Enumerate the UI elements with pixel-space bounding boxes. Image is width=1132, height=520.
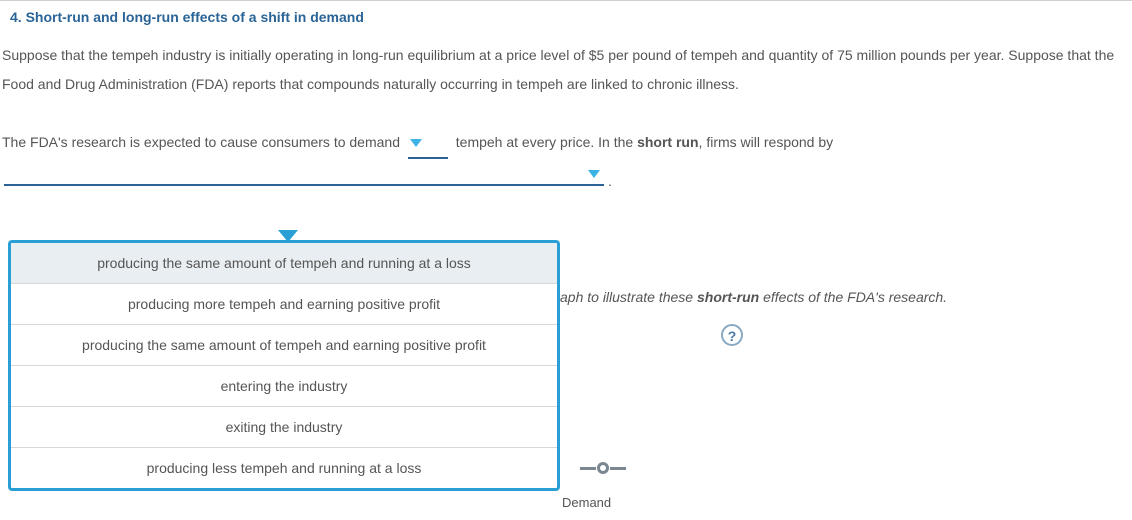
dropdown-option-0[interactable]: producing the same amount of tempeh and … bbox=[11, 243, 557, 284]
dropdown-menu[interactable]: producing the same amount of tempeh and … bbox=[8, 240, 560, 491]
instruction-text: aph to illustrate these short-run effect… bbox=[560, 289, 947, 305]
dropdown-option-5[interactable]: producing less tempeh and running at a l… bbox=[11, 448, 557, 488]
blank-2[interactable] bbox=[4, 168, 604, 186]
p2-bold: short run bbox=[637, 134, 698, 150]
sentence-period: . bbox=[608, 173, 612, 189]
dropdown-arrow-icon bbox=[278, 230, 298, 242]
legend-label-demand: Demand bbox=[562, 495, 611, 510]
question-heading: 4. Short-run and long-run effects of a s… bbox=[0, 1, 1132, 41]
help-icon[interactable]: ? bbox=[721, 324, 743, 346]
p2-pre: The FDA's research is expected to cause … bbox=[2, 134, 404, 150]
instr-bold: short-run bbox=[697, 289, 759, 305]
legend-circle-icon bbox=[597, 462, 609, 474]
p2-post1: tempeh at every price. In the bbox=[452, 134, 637, 150]
legend-line-right bbox=[610, 467, 626, 470]
dropdown-option-4[interactable]: exiting the industry bbox=[11, 407, 557, 448]
blank-1[interactable] bbox=[408, 128, 448, 159]
chevron-down-icon[interactable] bbox=[588, 170, 600, 178]
instr-post: effects of the FDA's research. bbox=[759, 289, 947, 305]
paragraph-1: Suppose that the tempeh industry is init… bbox=[0, 41, 1132, 100]
chevron-down-icon[interactable] bbox=[410, 139, 422, 147]
legend-line-left bbox=[580, 467, 596, 470]
dropdown-option-2[interactable]: producing the same amount of tempeh and … bbox=[11, 325, 557, 366]
dropdown-option-3[interactable]: entering the industry bbox=[11, 366, 557, 407]
legend-marker-demand[interactable] bbox=[580, 462, 626, 474]
dropdown-option-1[interactable]: producing more tempeh and earning positi… bbox=[11, 284, 557, 325]
p2-postbold: , firms will respond by bbox=[699, 134, 834, 150]
paragraph-2: The FDA's research is expected to cause … bbox=[0, 128, 1132, 197]
instr-trail: aph to illustrate these bbox=[560, 289, 697, 305]
